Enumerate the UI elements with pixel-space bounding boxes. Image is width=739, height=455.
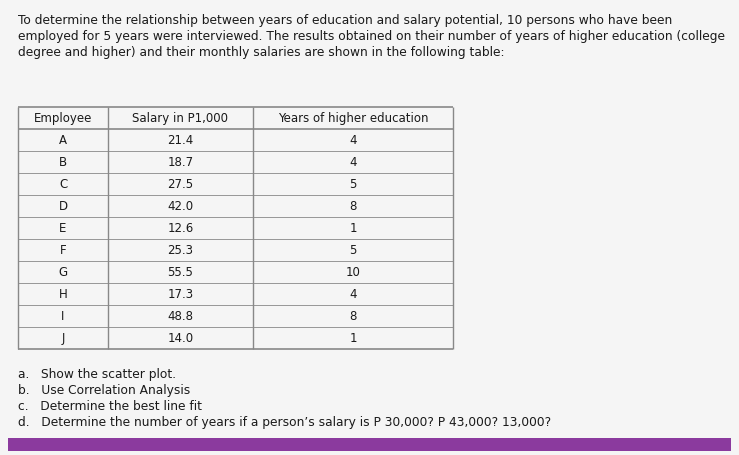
- Text: c.   Determine the best line fit: c. Determine the best line fit: [18, 399, 202, 412]
- Text: 14.0: 14.0: [168, 332, 194, 345]
- Text: a.   Show the scatter plot.: a. Show the scatter plot.: [18, 367, 176, 380]
- Text: 27.5: 27.5: [168, 178, 194, 191]
- Text: 42.0: 42.0: [168, 200, 194, 213]
- Text: 21.4: 21.4: [167, 134, 194, 147]
- Text: 4: 4: [350, 288, 357, 301]
- Text: 8: 8: [350, 200, 357, 213]
- Text: 18.7: 18.7: [168, 156, 194, 169]
- Bar: [8, 438, 731, 451]
- Text: B: B: [59, 156, 67, 169]
- Text: C: C: [59, 178, 67, 191]
- Text: 5: 5: [350, 178, 357, 191]
- Text: 25.3: 25.3: [168, 244, 194, 257]
- Text: 10: 10: [346, 266, 361, 279]
- Text: I: I: [61, 310, 65, 323]
- Text: J: J: [61, 332, 65, 345]
- Text: degree and higher) and their monthly salaries are shown in the following table:: degree and higher) and their monthly sal…: [18, 46, 505, 59]
- Text: Employee: Employee: [34, 112, 92, 125]
- Text: b.   Use Correlation Analysis: b. Use Correlation Analysis: [18, 383, 190, 396]
- Text: G: G: [58, 266, 67, 279]
- Text: 48.8: 48.8: [168, 310, 194, 323]
- Text: 12.6: 12.6: [167, 222, 194, 235]
- Text: E: E: [59, 222, 67, 235]
- Text: 1: 1: [350, 222, 357, 235]
- Text: 5: 5: [350, 244, 357, 257]
- Text: employed for 5 years were interviewed. The results obtained on their number of y: employed for 5 years were interviewed. T…: [18, 30, 725, 43]
- Text: To determine the relationship between years of education and salary potential, 1: To determine the relationship between ye…: [18, 14, 672, 27]
- Text: 17.3: 17.3: [168, 288, 194, 301]
- Text: Years of higher education: Years of higher education: [278, 112, 428, 125]
- Text: d.   Determine the number of years if a person’s salary is P 30,000? P 43,000? 1: d. Determine the number of years if a pe…: [18, 415, 551, 428]
- Text: D: D: [58, 200, 67, 213]
- Text: 4: 4: [350, 156, 357, 169]
- Text: 1: 1: [350, 332, 357, 345]
- Text: F: F: [60, 244, 67, 257]
- Text: Salary in P1,000: Salary in P1,000: [132, 112, 228, 125]
- Text: 4: 4: [350, 134, 357, 147]
- Text: 55.5: 55.5: [168, 266, 194, 279]
- Text: 8: 8: [350, 310, 357, 323]
- Text: A: A: [59, 134, 67, 147]
- Text: H: H: [58, 288, 67, 301]
